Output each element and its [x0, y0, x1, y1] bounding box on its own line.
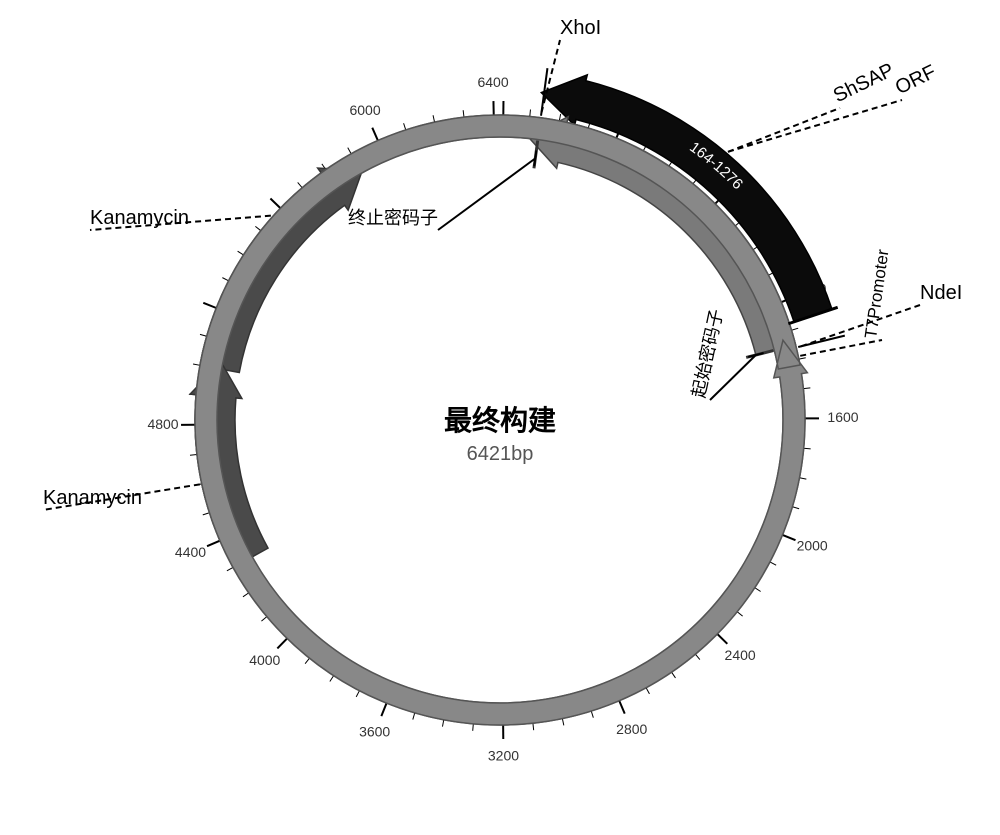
leader-shsap_name: [728, 108, 840, 152]
svg-text:起始密码子: 起始密码子: [688, 307, 726, 399]
tick-label: 4000: [249, 652, 280, 668]
tick-label: 3200: [488, 748, 519, 764]
tick-label: 2800: [616, 721, 647, 737]
annotation-orf_name: ORF: [892, 61, 940, 99]
annotation-stop_codon: 终止密码子: [348, 208, 438, 228]
cutsite-ndei: [798, 336, 845, 347]
tick-label: 1600: [827, 409, 858, 425]
annotation-start_codon: 起始密码子: [688, 307, 726, 399]
svg-text:T7Promoter: T7Promoter: [861, 248, 892, 340]
annotation-shsap_name: ShSAP: [830, 59, 898, 107]
svg-text:Kanamycin: Kanamycin: [90, 207, 189, 229]
tick-label: 4400: [175, 544, 206, 560]
annotation-kan1_name: Kanamycin: [90, 207, 189, 229]
leader-orf_name: [728, 100, 902, 152]
tick-label: 3600: [359, 724, 390, 740]
leader-start_codon: [710, 355, 756, 400]
annotation-xhoi: XhoI: [560, 17, 601, 39]
svg-text:Kanamycin: Kanamycin: [43, 487, 142, 509]
annotation-t7p: T7Promoter: [861, 248, 892, 340]
svg-text:ORF: ORF: [892, 61, 940, 99]
tick-label: 6000: [349, 102, 380, 118]
tick-label: 2400: [725, 647, 756, 663]
svg-text:ShSAP: ShSAP: [830, 59, 898, 107]
tick-label: 2000: [797, 538, 828, 554]
plasmid-title: 最终构建: [444, 405, 556, 436]
svg-text:NdeI: NdeI: [920, 282, 962, 304]
annotation-kan2_name: Kanamycin: [43, 487, 142, 509]
annotation-ndei: NdeI: [920, 282, 962, 304]
leader-stop_codon: [438, 158, 535, 230]
tick-label: 6400: [477, 74, 508, 90]
svg-text:XhoI: XhoI: [560, 17, 601, 39]
tick-label: 4800: [147, 416, 178, 432]
svg-text:终止密码子: 终止密码子: [348, 208, 438, 228]
plasmid-size: 6421bp: [467, 443, 534, 465]
